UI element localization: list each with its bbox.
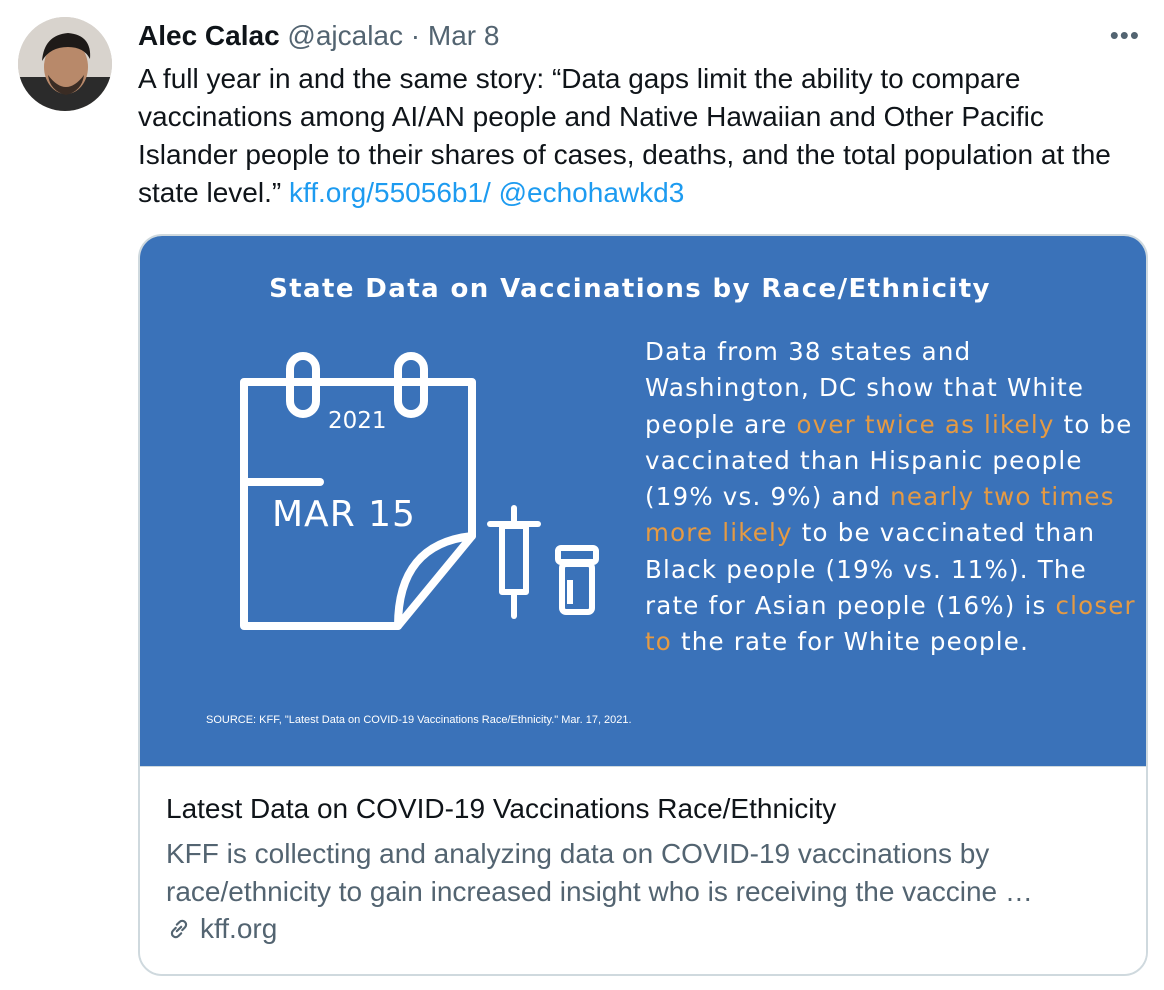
calendar-date: MAR 15 [272,494,416,535]
author-name[interactable]: Alec Calac [138,20,280,51]
more-options-icon[interactable]: ••• [1109,20,1140,50]
tweet-text: A full year in and the same story: “Data… [138,60,1138,212]
infographic-source: SOURCE: KFF, "Latest Data on COVID-19 Va… [206,714,632,726]
card-meta[interactable]: Latest Data on COVID-19 Vaccinations Rac… [140,766,1146,974]
card-image: State Data on Vaccinations by Race/Ethni… [140,236,1146,766]
calendar-year: 2021 [328,408,387,434]
infographic-highlight-text: nearly two times more likely [645,482,1115,548]
card-domain-text: kff.org [200,913,278,944]
tweet-date[interactable]: Mar 8 [427,20,500,51]
avatar[interactable] [18,17,112,111]
card-domain[interactable]: kff.org [166,913,277,945]
infographic-text-segment: Data from 38 states and Washington, DC s… [645,337,1085,439]
infographic-text-segment: to be vaccinated than Black people (19% … [645,518,1096,621]
card-title[interactable]: Latest Data on COVID-19 Vaccinations Rac… [166,793,837,824]
author-handle[interactable]: @ajcalac [287,20,404,51]
vial-icon [555,545,599,615]
card-description: KFF is collecting and analyzing data on … [166,838,1033,907]
separator: · [410,20,421,51]
infographic-title: State Data on Vaccinations by Race/Ethni… [269,274,991,304]
tweet-text-body: A full year in and the same story: “Data… [138,63,1111,208]
link-icon [170,919,188,939]
infographic-highlight-text: over twice as likely [796,409,1055,439]
syringe-icon [487,505,541,619]
infographic-illustration [240,352,599,630]
infographic-text-segment: the rate for White people. [672,627,1030,657]
avatar-photo [18,17,112,111]
tweet-mention[interactable]: @echohawkd3 [498,177,685,208]
tweet-link[interactable]: kff.org/55056b1/ [288,177,491,208]
link-card[interactable]: State Data on Vaccinations by Race/Ethni… [138,234,1148,976]
calendar-icon [240,352,476,630]
tweet-body: Alec Calac @ajcalac · Mar 8 A full year … [138,18,1138,212]
infographic-highlight-text: closer to [645,591,1136,657]
infographic-text: Data from 38 states and Washington, DC s… [645,334,1145,661]
infographic-text-segment: to be vaccinated than Hispanic people (1… [645,409,1133,512]
tweet-header: Alec Calac @ajcalac · Mar 8 [138,18,1138,54]
